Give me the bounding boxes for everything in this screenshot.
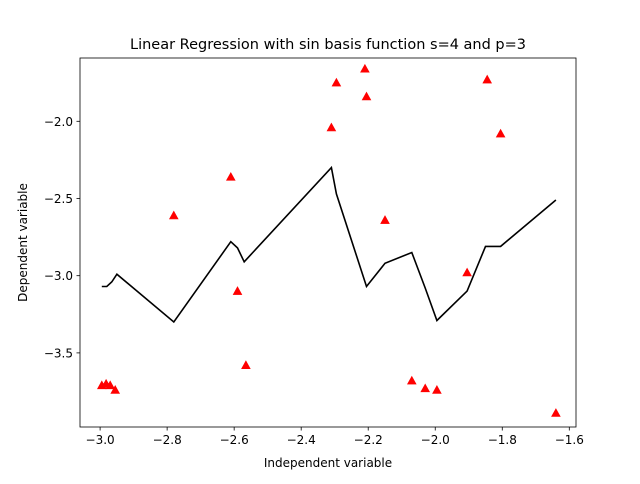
x-tick-label: −1.8 <box>488 433 517 447</box>
data-point-triangle <box>551 408 561 417</box>
data-point-triangle <box>432 384 442 394</box>
data-point-triangle <box>110 384 121 394</box>
data-point-triangle <box>462 267 472 277</box>
data-point-triangle <box>482 74 493 84</box>
data-point-triangle <box>232 286 243 295</box>
data-point-triangle <box>331 77 342 87</box>
plot-frame <box>79 57 577 428</box>
plot-area <box>96 63 561 417</box>
y-tick-label: −3.0 <box>44 269 73 283</box>
regression-line <box>101 165 557 324</box>
x-tick-label: −2.8 <box>153 433 182 447</box>
y-tick-label: −2.5 <box>44 192 73 206</box>
x-tick-label: −3.0 <box>86 433 115 447</box>
x-tick-label: −2.6 <box>220 433 249 447</box>
data-point-triangle <box>361 91 372 101</box>
chart-title: Linear Regression with sin basis functio… <box>130 37 526 53</box>
x-tick-label: −1.6 <box>555 433 584 447</box>
y-tick-label: −3.5 <box>44 346 73 360</box>
data-point-triangle <box>168 210 179 220</box>
y-tick-label: −2.0 <box>44 115 73 129</box>
axes-ticks: −3.0 −2.8 −2.6 −2.4 −2.2 −2.0 −1.8 −1.6 −3.5 −3.0… <box>44 115 584 447</box>
data-point-triangle <box>495 128 506 138</box>
data-point-triangle <box>380 215 390 224</box>
data-point-triangle <box>326 122 337 132</box>
x-tick-label: −2.0 <box>421 433 450 447</box>
data-point-triangle <box>241 360 251 370</box>
x-tick-label: −2.4 <box>287 433 316 447</box>
x-tick-label: −2.2 <box>354 433 383 447</box>
x-axis-label: Independent variable <box>264 456 392 470</box>
data-point-triangle <box>105 380 116 390</box>
data-point-triangle <box>420 383 431 393</box>
data-point-triangle <box>406 375 417 385</box>
data-point-triangle <box>225 171 236 181</box>
y-axis-label: Dependent variable <box>16 183 30 302</box>
data-point-triangle <box>360 63 370 73</box>
